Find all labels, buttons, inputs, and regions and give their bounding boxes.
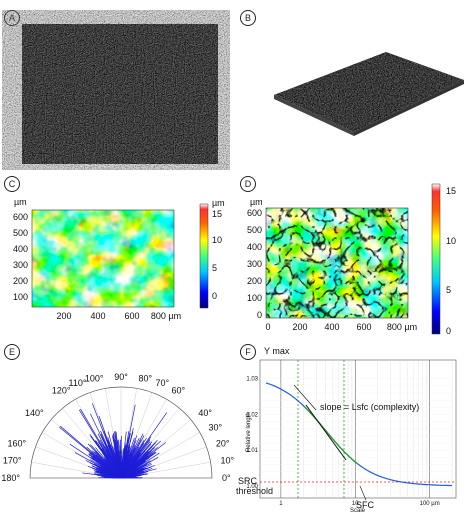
f-x-tick: 10	[352, 501, 359, 507]
f-y-tick: 1.03	[246, 377, 258, 383]
rose-angle-label: 80°	[139, 374, 153, 384]
rose-angle-label: 20°	[216, 438, 230, 448]
y-tick-d: 0	[257, 310, 262, 320]
fit-segment	[304, 406, 358, 465]
f-y-tick: 1.00	[246, 484, 258, 490]
y-tick-c: 400	[13, 244, 28, 254]
panel-label-c: C	[4, 176, 20, 192]
surface-3d-b	[274, 52, 464, 136]
y-tick-d: 600	[247, 208, 262, 218]
y-tick-c: 300	[13, 260, 28, 270]
panel-label-e: E	[4, 344, 20, 360]
slope-pointer	[293, 384, 317, 411]
slope-annotation: slope = Lsfc (complexity)	[320, 402, 419, 412]
y-tick-d: 200	[247, 276, 262, 286]
colorbar-tick-c: 15	[212, 209, 222, 219]
colorbar-d	[431, 183, 441, 335]
colorbar-c	[199, 203, 209, 309]
y-tick-d: 500	[247, 225, 262, 235]
rose-angle-label: 180°	[1, 473, 20, 483]
f-x-tick: 1	[279, 501, 283, 507]
surface-image-a	[22, 24, 218, 164]
rose-angle-label: 0°	[222, 473, 231, 483]
colorbar-tick-d: 5	[446, 285, 451, 295]
y-tick-c: 500	[13, 228, 28, 238]
y-tick-c: 100	[13, 292, 28, 302]
rose-angle-label: 140°	[25, 408, 44, 418]
f-y-tick: 1.01	[246, 448, 258, 454]
y-tick-c: 600	[13, 212, 28, 222]
x-tick-c: 600	[124, 311, 139, 321]
panel-label-d: D	[240, 176, 256, 192]
x-tick-c: 200	[56, 311, 71, 321]
colorbar-tick-d: 15	[446, 186, 456, 196]
sfc-pointer	[359, 485, 367, 501]
relative-length-curve	[265, 382, 452, 487]
x-tick-d: 200	[292, 322, 307, 332]
panel-label-b: B	[240, 10, 256, 26]
rose-angle-label: 70°	[156, 378, 170, 388]
rose-angle-label: 30°	[208, 423, 222, 433]
x-tick-d: 0	[265, 322, 270, 332]
y-tick-c: 200	[13, 276, 28, 286]
y-tick-d: 400	[247, 242, 262, 252]
panel-b: B	[236, 0, 474, 170]
y-tick-d: 100	[247, 293, 262, 303]
panel-c: C µm 600 500 400 300 200 100 200 400 600 800 µm	[0, 172, 236, 337]
y-unit-d: µm	[250, 197, 263, 207]
complexity-plot-f: Y max slope = Lsfc (complexity) 1.03 1.02…	[236, 346, 457, 514]
f-x-tick: 100 µm	[420, 501, 440, 507]
panel-label-a: A	[4, 10, 20, 26]
panel-f: F Y max slope = Lsfc (complexity) 1.03 1.…	[236, 340, 474, 516]
x-tick-d: 400	[324, 322, 339, 332]
rose-angle-label: 60°	[172, 386, 186, 396]
y-unit-c: µm	[14, 197, 27, 207]
x-tick-d: 800 µm	[387, 322, 417, 332]
colorbar-tick-d: 10	[446, 236, 456, 246]
panel-a: A	[0, 0, 230, 170]
rose-plot-e: 180° 170° 160° 140° 120°110°100° 90° 80° 70°60°…	[1, 372, 234, 483]
sfc-label: SFC	[356, 500, 375, 510]
rose-angle-label: 10°	[220, 455, 234, 465]
x-tick-d: 600	[356, 322, 371, 332]
rose-angle-label: 110°	[69, 378, 87, 388]
rose-angle-label: 120°	[52, 386, 71, 396]
panel-e: E 180° 170° 160° 140° 120° 110° 100° 90° 80° 70° 6…	[0, 340, 236, 516]
colorbar-tick-c: 0	[212, 291, 217, 301]
slope-line	[305, 404, 347, 461]
x-tick-c: 800 µm	[151, 311, 181, 321]
rose-angle-label: 40°	[198, 408, 212, 418]
rose-angle-label: 170°	[3, 455, 22, 465]
colorbar-tick-c: 10	[212, 235, 222, 245]
f-xlabel: Scale	[350, 508, 366, 514]
rose-angle-label: 160°	[7, 438, 26, 448]
colorbar-tick-c: 5	[212, 263, 217, 273]
rose-angle-label: 90°	[114, 372, 128, 382]
x-tick-c: 400	[90, 311, 105, 321]
colorbar-unit-c: µm	[212, 198, 225, 208]
y-tick-d: 300	[247, 259, 262, 269]
f-y-tick: 1.02	[246, 412, 258, 418]
panel-label-f: F	[240, 344, 256, 360]
f-ylabel: Relative length	[246, 412, 252, 452]
panel-d: D µm 600 500 400 300 200 100 0 0 200 400 600 800 µ…	[236, 172, 474, 337]
f-title: Y max	[264, 346, 290, 356]
src-label: SRC	[238, 476, 258, 486]
rose-angle-label: 100°	[85, 374, 104, 384]
colorbar-tick-d: 0	[446, 326, 451, 336]
threshold-label: threshold	[236, 486, 273, 496]
